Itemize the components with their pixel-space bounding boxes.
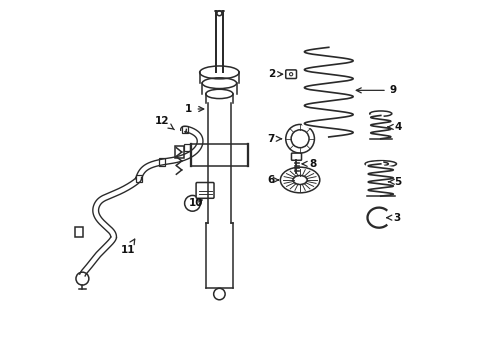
Bar xyxy=(182,126,188,134)
Bar xyxy=(184,144,190,151)
Bar xyxy=(174,146,183,158)
Text: 12: 12 xyxy=(155,116,174,130)
Text: 2: 2 xyxy=(267,69,282,79)
Bar xyxy=(159,158,164,166)
Ellipse shape xyxy=(369,111,391,116)
FancyBboxPatch shape xyxy=(285,70,296,78)
Bar xyxy=(75,226,83,237)
FancyBboxPatch shape xyxy=(291,153,301,160)
Text: 3: 3 xyxy=(386,213,400,222)
Text: 11: 11 xyxy=(121,239,135,255)
Ellipse shape xyxy=(365,161,396,167)
Circle shape xyxy=(285,125,314,153)
Text: 7: 7 xyxy=(267,134,281,144)
Text: 9: 9 xyxy=(356,85,396,95)
Text: 8: 8 xyxy=(302,159,316,169)
Text: 5: 5 xyxy=(388,177,401,187)
Text: 6: 6 xyxy=(267,175,278,185)
Ellipse shape xyxy=(292,175,306,185)
Text: 4: 4 xyxy=(387,122,401,132)
Text: 10: 10 xyxy=(188,198,203,208)
FancyBboxPatch shape xyxy=(196,183,214,198)
Ellipse shape xyxy=(280,167,319,193)
Bar xyxy=(136,175,142,182)
Text: 1: 1 xyxy=(185,104,203,114)
